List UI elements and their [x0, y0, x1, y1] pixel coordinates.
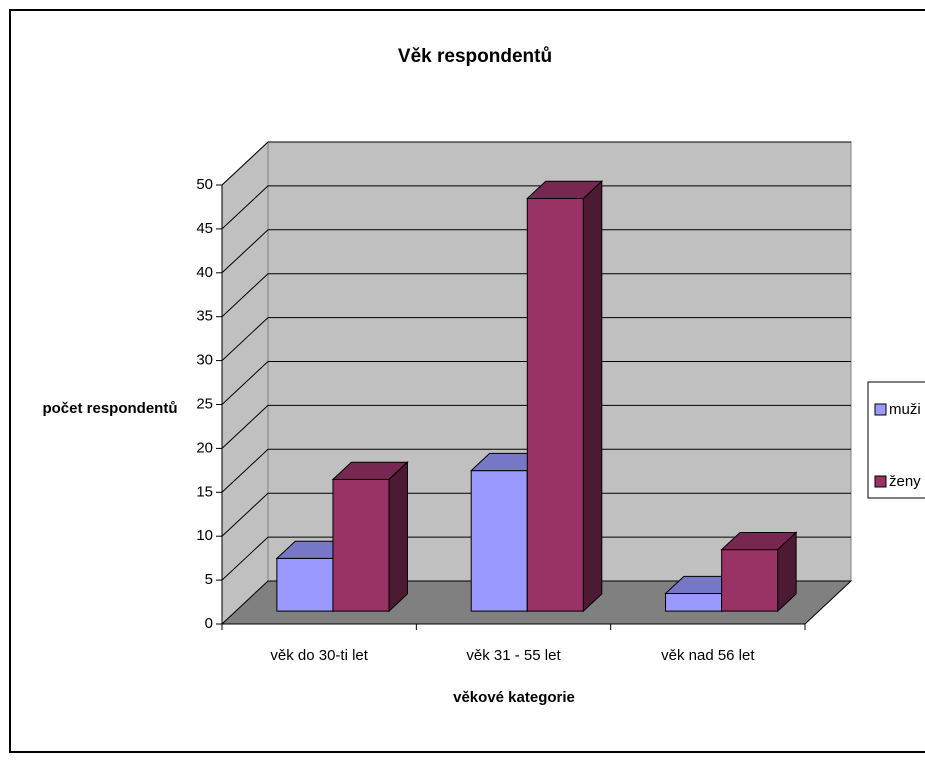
- grid-line: [221, 492, 851, 537]
- bar-front: [470, 470, 528, 612]
- grid-line: [221, 185, 851, 230]
- grid-line: [221, 361, 851, 405]
- bar-front: [665, 593, 723, 612]
- x-axis-label: věkové kategorie: [453, 689, 575, 706]
- y-tick-label: 15: [196, 483, 213, 500]
- bar-front: [332, 478, 390, 612]
- legend-label: ženy: [889, 473, 921, 490]
- bar-front: [526, 197, 584, 612]
- y-axis-label: počet respondentů: [42, 400, 177, 417]
- y-tick-label: 45: [196, 220, 213, 237]
- grid-line: [221, 404, 851, 449]
- grid-line: [221, 536, 851, 581]
- legend-swatch: [874, 403, 887, 416]
- chart-title: Věk respondentů: [398, 46, 552, 67]
- y-tick-label: 25: [196, 395, 213, 412]
- x-tick-label: věk do 30-ti let: [270, 647, 368, 664]
- bar-front: [721, 549, 779, 612]
- y-tick-label: 30: [196, 352, 213, 369]
- y-tick-label: 5: [205, 571, 213, 588]
- bar-side: [582, 180, 603, 613]
- grid-line: [221, 317, 851, 361]
- bar-side: [388, 461, 408, 613]
- y-tick-label: 20: [196, 439, 213, 456]
- x-tick-label: věk nad 56 let: [661, 647, 755, 664]
- y-tick-label: 50: [196, 176, 213, 193]
- bar-front: [276, 557, 334, 612]
- y-tick-label: 0: [205, 615, 213, 632]
- grid-line: [221, 448, 851, 493]
- legend-label: muži: [889, 401, 921, 418]
- y-tick-label: 40: [196, 264, 213, 281]
- legend-swatch: [874, 475, 887, 488]
- y-tick-label: 35: [196, 308, 213, 325]
- y-tick-label: 10: [196, 527, 213, 544]
- x-tick-label: věk 31 - 55 let: [466, 647, 561, 664]
- grid-line: [221, 229, 851, 274]
- grid-line: [221, 273, 851, 318]
- bar-side: [777, 531, 797, 613]
- grid-line: [221, 141, 851, 186]
